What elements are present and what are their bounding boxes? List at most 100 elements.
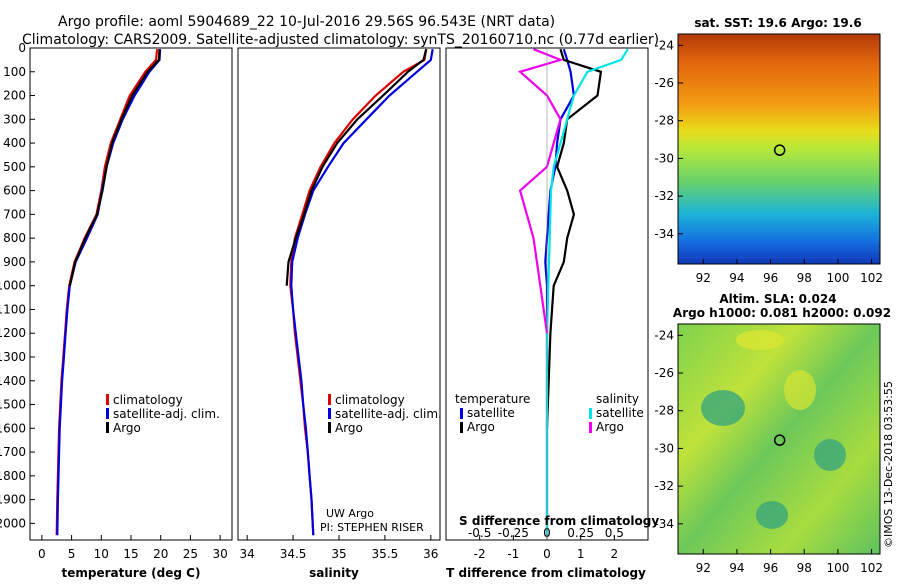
x-tick-label: 1	[577, 547, 585, 561]
s-difference-axis: -0.5 -0.25 0 0.25 0.5	[468, 48, 624, 540]
series-salinity-argo	[517, 48, 564, 334]
legend-sal-satellite-swatch	[589, 408, 592, 419]
x-tick-label: 34	[240, 547, 255, 561]
sla-map-title-2: Argo h1000: 0.081 h2000: 0.092	[673, 306, 891, 320]
x-tick-label: 10	[94, 547, 109, 561]
title-line-2: Climatology: CARS2009. Satellite-adjuste…	[22, 32, 659, 48]
lon-tick-label: 102	[860, 271, 883, 285]
depth-tick-label: 1700	[0, 445, 26, 459]
sla-blob	[814, 439, 846, 471]
lon-tick-label: 96	[763, 561, 778, 575]
sla-blob	[784, 370, 816, 410]
sla-map-title-1: Altim. SLA: 0.024	[719, 292, 836, 306]
difference-legend: temperature salinity satellite Argo sate…	[455, 392, 644, 434]
legend-salinity-heading: salinity	[596, 392, 639, 406]
lon-tick-label: 94	[729, 561, 744, 575]
legend-sal-argo-swatch	[589, 422, 592, 433]
depth-tick-label: 1900	[0, 493, 26, 507]
temperature-x-axis: 0 5 10 15 20 25 30	[38, 535, 228, 561]
depth-tick-label: 1200	[0, 326, 26, 340]
series-temperature-argo	[545, 48, 603, 429]
depth-tick-label: 1600	[0, 421, 26, 435]
depth-tick-label: 0	[18, 41, 26, 55]
legend-sal-argo-label: Argo	[596, 420, 624, 434]
legend-argo-swatch	[106, 422, 109, 433]
temperature-axes-frame	[29, 47, 233, 541]
x-tick-label: 2	[611, 547, 619, 561]
x-tick-label: 36	[423, 547, 438, 561]
legend-argo-swatch	[328, 422, 331, 433]
legend-temperature-heading: temperature	[455, 392, 530, 406]
depth-tick-label: 900	[3, 255, 26, 269]
temperature-xlabel: temperature (deg C)	[62, 566, 201, 580]
lat-tick-label: -32	[654, 189, 674, 203]
sst-map-lon-axis: 92 94 96 98 100 102	[696, 259, 883, 285]
lon-tick-label: 102	[860, 561, 883, 575]
salinity-axes-frame	[237, 47, 441, 541]
sla-blob	[756, 501, 788, 529]
lon-tick-label: 96	[763, 271, 778, 285]
imos-stamp: ©IMOS 13-Dec-2018 03:53:55	[882, 381, 895, 548]
lat-tick-label: -26	[654, 76, 674, 90]
x-tick-label: -2	[474, 547, 486, 561]
x-tick-label: 25	[183, 547, 198, 561]
salinity-series	[285, 48, 434, 536]
lon-tick-label: 100	[826, 561, 849, 575]
x-tick-label: 0	[38, 547, 46, 561]
legend-satellite-swatch	[106, 408, 109, 419]
depth-tick-label: 1800	[0, 469, 26, 483]
lon-tick-label: 92	[696, 561, 711, 575]
legend-climatology-swatch	[106, 394, 109, 405]
x-tick-label: 15	[123, 547, 138, 561]
sla-map-lon-axis: 92 94 96 98 100 102	[696, 549, 883, 575]
s-difference-label: S difference from climatology	[459, 514, 659, 528]
sla-map-lat-axis: -24 -26 -28 -30 -32 -34	[654, 328, 683, 531]
depth-tick-label: 100	[3, 65, 26, 79]
legend-satellite-label: satellite-adj. clim.	[113, 407, 220, 421]
legend-temp-argo-label: Argo	[467, 420, 495, 434]
depth-tick-label: 1300	[0, 350, 26, 364]
legend-satellite-swatch	[328, 408, 331, 419]
lon-tick-label: 98	[797, 561, 812, 575]
legend-temp-argo-swatch	[460, 422, 463, 433]
temperature-series	[55, 49, 162, 536]
depth-tick-label: 1000	[0, 279, 26, 293]
lat-tick-label: -24	[654, 328, 674, 342]
title-line-1: Argo profile: aoml 5904689_22 10-Jul-201…	[58, 14, 555, 30]
x-tick-label: 30	[212, 547, 227, 561]
annotation-uw-argo: UW Argo	[326, 507, 374, 520]
salinity-xlabel: salinity	[309, 566, 359, 580]
sla-blob	[736, 330, 784, 350]
legend-temp-satellite-swatch	[460, 408, 463, 419]
argo-location-marker	[773, 434, 786, 446]
lat-tick-label: -24	[654, 38, 674, 52]
lat-tick-label: -30	[654, 151, 674, 165]
lat-tick-label: -28	[654, 114, 674, 128]
lat-tick-label: -34	[654, 227, 674, 241]
depth-tick-label: 1400	[0, 374, 26, 388]
temperature-panel: 0100200300400500600700800900100011001200…	[0, 41, 451, 580]
legend-satellite-label: satellite-adj. clim.	[335, 407, 442, 421]
depth-tick-label: 1100	[0, 302, 26, 316]
depth-tick-label: 500	[3, 160, 26, 174]
depth-tick-label: 1500	[0, 398, 26, 412]
lat-tick-label: -28	[654, 404, 674, 418]
legend-temp-satellite-label: satellite	[467, 406, 515, 420]
s-diff-tick-label: -0.25	[498, 526, 529, 540]
s-diff-tick-label: 0.5	[605, 526, 624, 540]
sst-map-lat-axis: -24 -26 -28 -30 -32 -34	[654, 38, 683, 241]
salinity-legend: climatology satellite-adj. clim. Argo	[328, 393, 442, 435]
series-argo	[68, 49, 161, 286]
s-diff-tick-label: -0.5	[468, 526, 491, 540]
lat-tick-label: -26	[654, 366, 674, 380]
x-tick-label: 34.5	[280, 547, 307, 561]
depth-tick-label: 300	[3, 112, 26, 126]
depth-tick-label: 600	[3, 184, 26, 198]
legend-argo-label: Argo	[335, 421, 363, 435]
argo-location-marker	[773, 144, 786, 156]
legend-climatology-label: climatology	[113, 393, 183, 407]
legend-sal-satellite-label: satellite	[596, 406, 644, 420]
x-tick-label: 20	[153, 547, 168, 561]
sla-map-panel: Altim. SLA: 0.024 Argo h1000: 0.081 h200…	[654, 292, 891, 575]
